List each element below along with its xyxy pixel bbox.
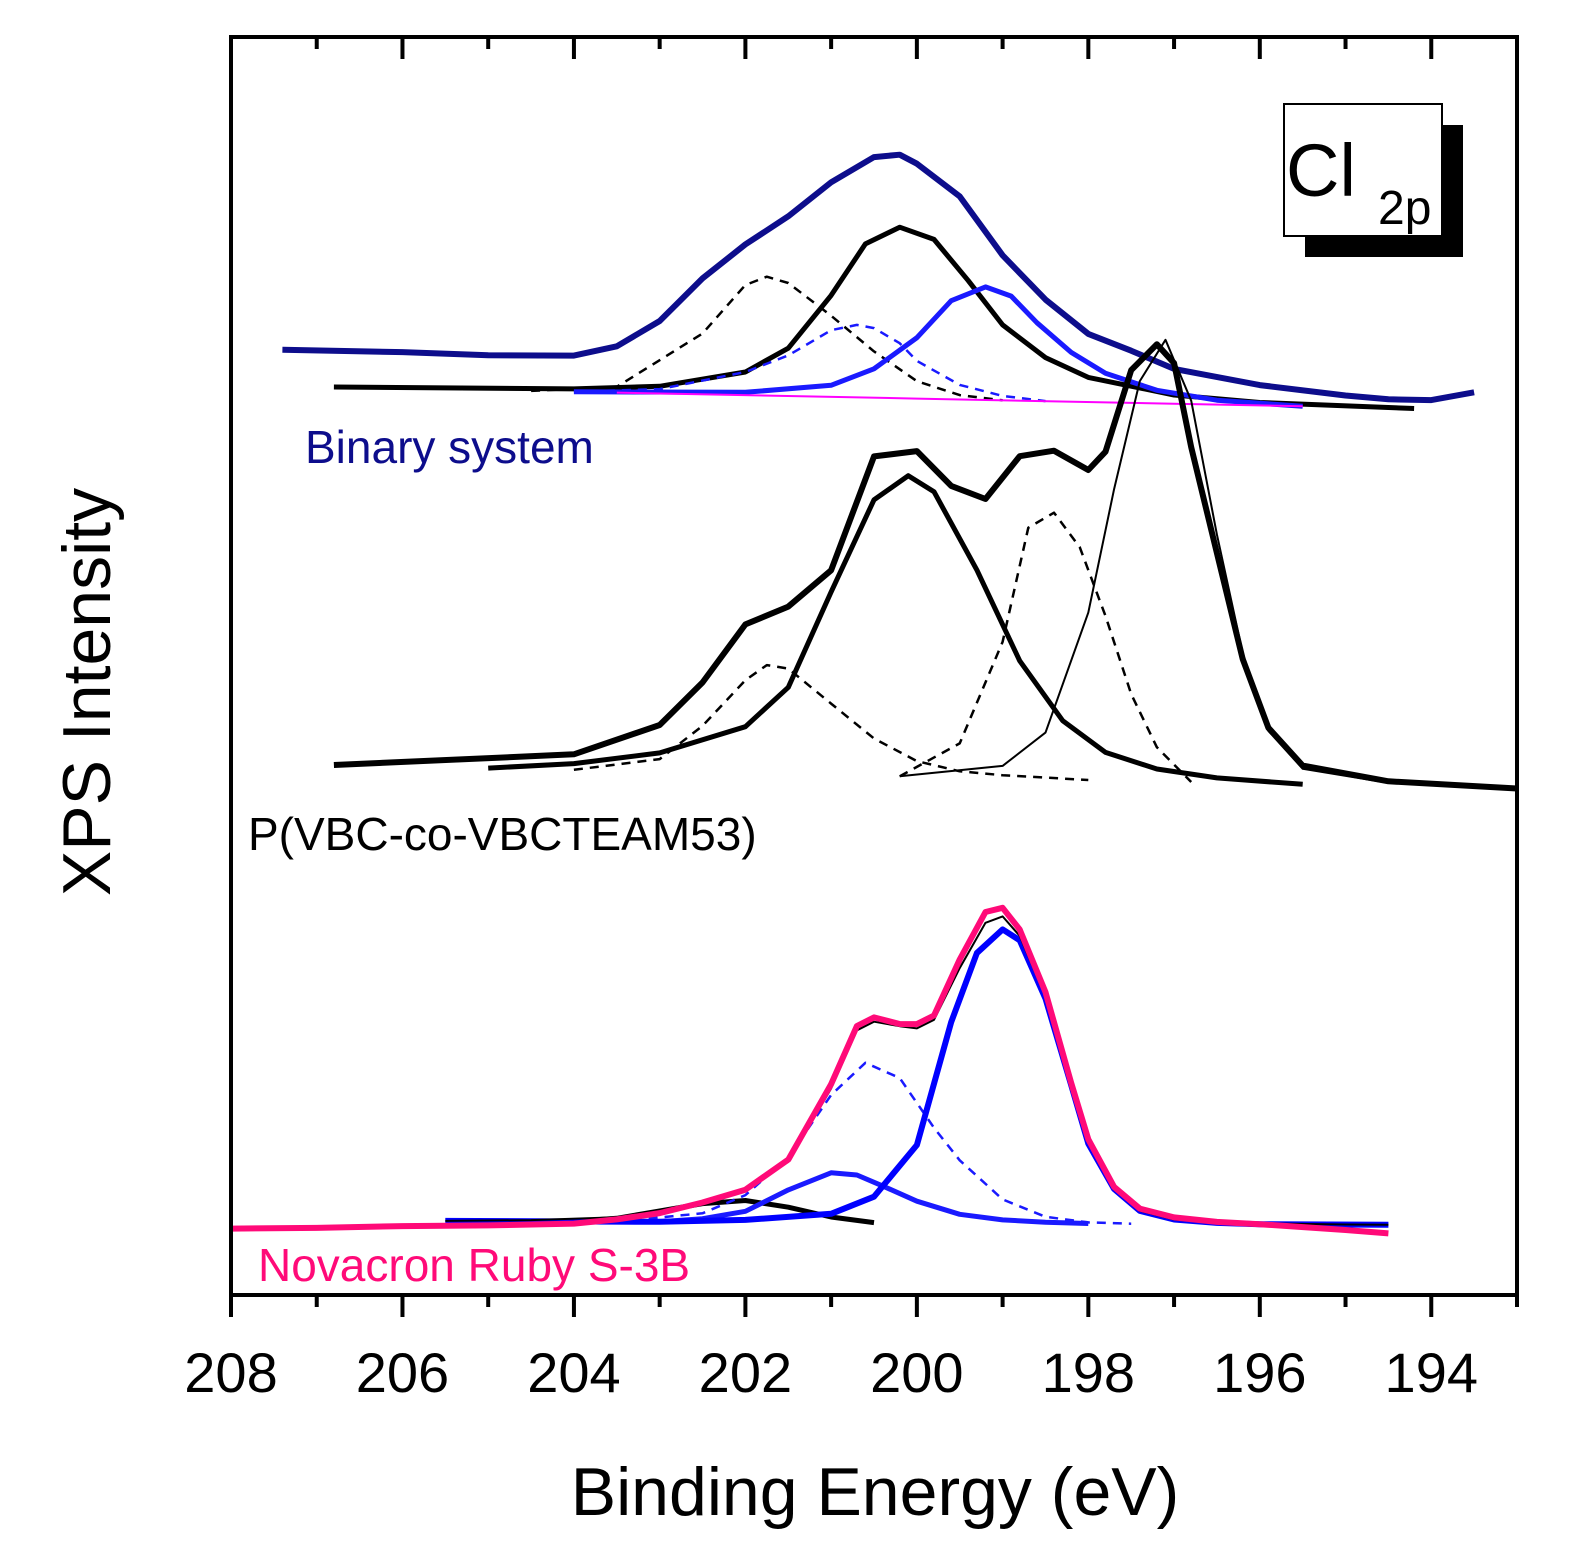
labels-layer: Binding Energy (eV) XPS Intensity Binary… [49, 421, 1179, 1530]
series-p-vbc-peak-4 [899, 338, 1518, 790]
x-tick-label: 200 [870, 1341, 963, 1404]
series-novacron-experimental [230, 904, 1389, 1237]
x-tick-label: 196 [1213, 1341, 1306, 1404]
panel-label-binary: Binary system [305, 421, 594, 473]
series-binary-system-experimental [282, 151, 1475, 404]
x-axis-title: Binding Energy (eV) [571, 1454, 1180, 1530]
x-tick-label: 208 [184, 1341, 277, 1404]
series-novacron-peak-4 [445, 926, 1389, 1228]
series-novacron-peak-2 [616, 1061, 1132, 1225]
axes-layer: 208 206 204 202 200 198 196 194 [184, 35, 1519, 1404]
panel-label-pvbc: P(VBC-co-VBCTEAM53) [248, 808, 757, 860]
x-tick-label: 202 [699, 1341, 792, 1404]
series-p-vbc-peak-2 [488, 473, 1303, 787]
x-tick-label: 206 [356, 1341, 449, 1404]
plot-frame [229, 35, 1519, 1297]
series-p-vbc-peak-3 [899, 511, 1193, 783]
series-binary-peak-4 [573, 284, 1303, 409]
series-novacron-envelope [445, 915, 1389, 1226]
label-element: Cl [1286, 129, 1356, 212]
series-binary-peak-1 [531, 275, 1003, 402]
series-binary-baseline [616, 391, 1303, 408]
y-axis-title: XPS Intensity [49, 488, 125, 896]
curves-layer [230, 151, 1518, 1237]
label-subscript: 2p [1378, 182, 1431, 235]
x-tick-label: 204 [527, 1341, 620, 1404]
series-novacron-peak-3 [659, 1170, 1089, 1226]
element-label-box: Cl 2p [1283, 103, 1463, 257]
x-tick-label: 194 [1385, 1341, 1478, 1404]
panel-label-novacron: Novacron Ruby S-3B [258, 1239, 690, 1291]
series-p-vbc-peak-1 [573, 663, 1089, 782]
series-binary-peak-3 [573, 323, 1046, 403]
series-binary-peak-2 [333, 224, 1415, 411]
series-p-vbc-envelope [333, 341, 1518, 792]
x-tick-label: 198 [1042, 1341, 1135, 1404]
label-box [1283, 103, 1443, 237]
